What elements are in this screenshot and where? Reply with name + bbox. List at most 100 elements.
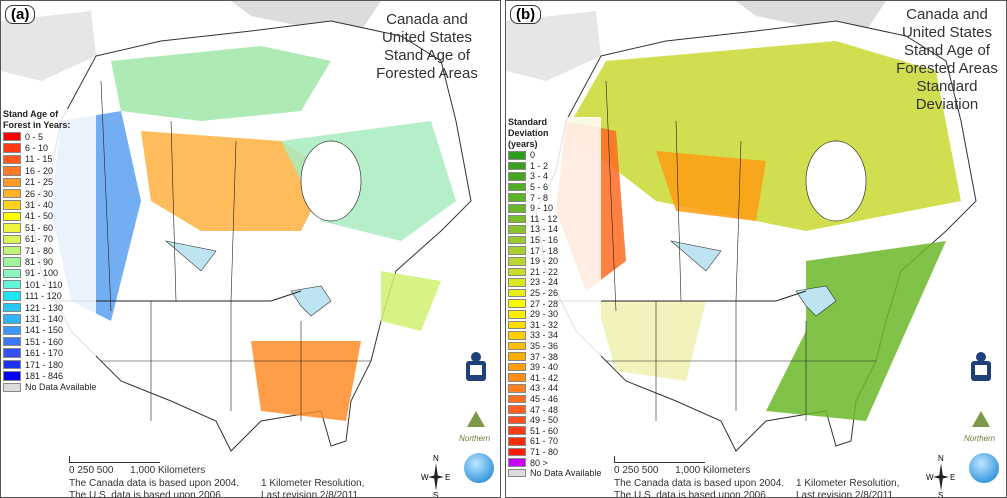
panel-b: (b) Canada and United States Stand Age of F… [505, 0, 1007, 498]
legend-label: 31 - 40 [25, 200, 54, 211]
legend-swatch [508, 256, 526, 266]
legend-item: 16 - 20 [3, 165, 96, 176]
legend-label: 23 - 24 [530, 277, 559, 288]
map-title-line: Stand Age of [384, 47, 470, 64]
northern-logo: Northern [964, 411, 998, 443]
map-title: Canada and United States Stand Age of Fores… [891, 6, 1003, 114]
legend-swatch [508, 362, 526, 372]
svg-text:S: S [433, 491, 438, 498]
legend-swatch [508, 278, 526, 287]
legend-swatch [508, 426, 526, 436]
legend-heading: Stand Age of [3, 109, 59, 119]
legend-swatch [508, 458, 526, 467]
north-arrow-icon: N S W E [926, 453, 956, 497]
legend-item: 61 - 70 [3, 234, 96, 245]
legend-swatch [508, 415, 526, 425]
legend-item: 13 - 14 [508, 224, 601, 235]
map [1, 1, 472, 452]
legend-label: 51 - 60 [530, 425, 559, 436]
legend-item: 71 - 80 [3, 245, 96, 256]
legend-swatch [3, 359, 21, 370]
legend-item: 0 [508, 150, 601, 161]
legend-swatch [508, 235, 526, 245]
legend-label: 11 - 15 [25, 154, 53, 165]
legend-swatch [3, 268, 21, 279]
panel-label: (a) [5, 5, 36, 24]
legend-swatch [3, 371, 21, 381]
forest-class-patch [656, 151, 766, 221]
legend-item: 161 - 170 [3, 347, 96, 358]
legend-item: 51 - 60 [3, 222, 96, 233]
legend-label: 71 - 80 [530, 446, 559, 457]
legend-item: 43 - 44 [508, 383, 601, 394]
no-data-region [506, 11, 601, 81]
legend-swatch [3, 280, 21, 290]
lake-winnipeg [164, 240, 217, 272]
hudson-bay [805, 140, 867, 222]
legend-item: 7 - 8 [508, 192, 601, 203]
legend-label: 81 - 90 [25, 256, 54, 267]
panel-a: (a) Canada and United States Stand Age of F… [0, 0, 501, 498]
legend-swatch [3, 382, 21, 392]
great-lakes [290, 285, 332, 317]
us-canada-border [556, 290, 807, 302]
legend-item: 11 - 12 [508, 214, 601, 225]
map-title-line: Forested Areas [896, 60, 998, 77]
legend-item: 33 - 34 [508, 330, 601, 341]
legend-label: 9 - 10 [530, 203, 554, 214]
legend-swatch [3, 348, 21, 358]
legend-item: 9 - 10 [508, 203, 601, 214]
legend-item: 5 - 6 [508, 182, 601, 193]
legend-swatch [3, 188, 21, 199]
legend-label: 61 - 70 [530, 436, 559, 447]
legend-label: 131 - 140 [25, 313, 64, 324]
north-arrow-icon: N S W E [421, 453, 451, 498]
forest-class-patch [381, 271, 441, 331]
legend-item: 101 - 110 [3, 279, 96, 290]
legend-swatch [3, 223, 21, 233]
legend-swatch [3, 143, 21, 153]
legend-label: 141 - 150 [25, 325, 64, 336]
map-title-line: Canada and [906, 6, 988, 23]
legend-item: 3 - 4 [508, 171, 601, 182]
legend-swatch [508, 352, 526, 361]
legend-swatch [508, 172, 526, 181]
no-data-region [1, 11, 96, 81]
legend-label: 16 - 20 [25, 165, 54, 176]
legend-label: 15 - 16 [530, 235, 559, 246]
legend-item: 25 - 26 [508, 288, 601, 299]
legend-label: 41 - 50 [25, 211, 54, 222]
northern-logo: Northern [459, 411, 493, 443]
legend-label: 21 - 25 [25, 177, 54, 188]
legend-swatch [508, 182, 526, 192]
svg-text:E: E [950, 473, 955, 482]
map-title-line: Forested Areas [376, 65, 478, 82]
legend-label: 121 - 130 [25, 302, 64, 313]
data-source-note: The Canada data is based upon 2004. The U… [69, 478, 240, 498]
legend-swatch [3, 325, 21, 336]
legend-item: 21 - 22 [508, 267, 601, 278]
legend-item: 71 - 80 [508, 447, 601, 458]
svg-text:E: E [445, 473, 450, 482]
legend-label: 26 - 30 [25, 188, 54, 199]
legend-item: 15 - 16 [508, 235, 601, 246]
legend-item: 11 - 15 [3, 154, 96, 165]
legend-swatch [3, 166, 21, 176]
legend-swatch [508, 384, 526, 393]
legend-swatch [3, 177, 21, 187]
legend-label: 33 - 34 [530, 330, 559, 341]
legend-swatch [508, 405, 526, 414]
legend-label: 0 - 5 [25, 131, 44, 142]
legend-label: 35 - 36 [530, 340, 559, 351]
legend-item: 1 - 2 [508, 161, 601, 172]
legend-swatch [508, 468, 526, 478]
legend-item: 47 - 48 [508, 404, 601, 415]
legend-label: 31 - 32 [530, 319, 559, 330]
legend-label: 45 - 46 [530, 393, 559, 404]
legend-swatch [508, 161, 526, 171]
legend-label: 51 - 60 [25, 222, 54, 233]
map-title-line: United States [901, 24, 993, 41]
forest-class-patch [111, 46, 331, 121]
legend-item: 121 - 130 [3, 302, 96, 313]
map-title-line: Canada and [386, 11, 468, 28]
